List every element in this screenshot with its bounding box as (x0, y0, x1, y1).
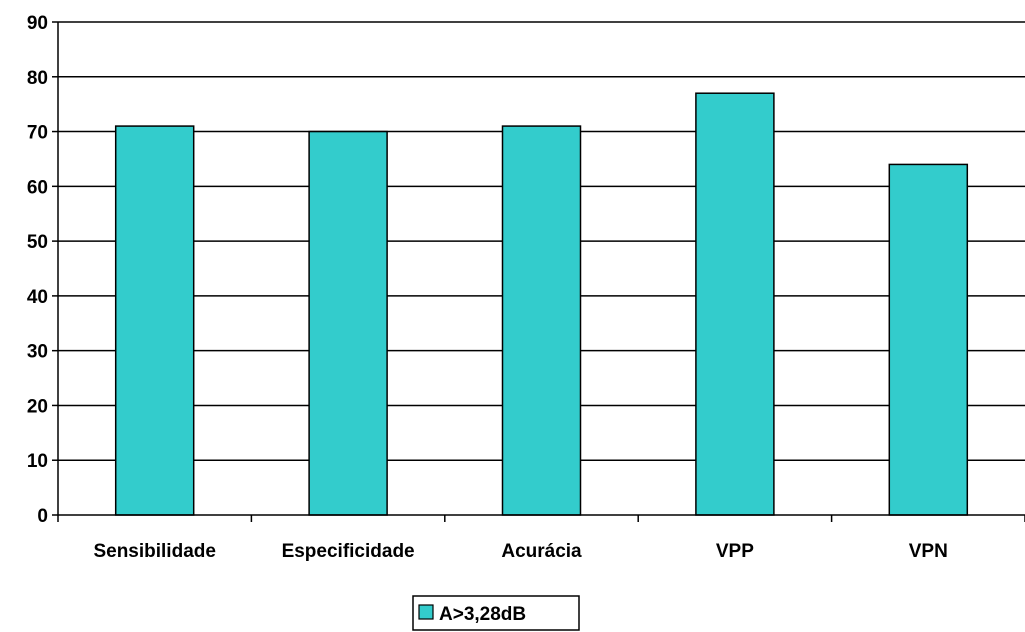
y-tick-labels: 0 10 20 30 40 50 60 70 80 90 (27, 13, 48, 527)
x-tick-label: Sensibilidade (93, 541, 215, 562)
axis-layer (52, 21, 1025, 522)
x-tick-label: Acurácia (501, 541, 582, 562)
bar (501, 125, 582, 516)
legend-label: A>3,28dB (439, 604, 526, 625)
bar (308, 130, 388, 516)
bar (888, 163, 969, 516)
y-tick-label: 80 (27, 68, 48, 89)
y-tick-label: 30 (27, 342, 48, 363)
bars-layer (114, 92, 969, 516)
x-tick-label: Especificidade (282, 541, 415, 562)
bar (114, 125, 195, 516)
y-tick-label: 90 (27, 13, 48, 34)
bar (695, 92, 775, 516)
y-tick-label: 60 (27, 177, 48, 198)
y-tick-label: 0 (37, 506, 48, 527)
legend: A>3,28dB (412, 595, 580, 631)
legend-swatch (418, 604, 434, 620)
x-tick-label: VPP (716, 541, 754, 562)
y-tick-label: 40 (27, 287, 48, 308)
x-tick-labels: Sensibilidade Especificidade Acurácia VPP VP… (93, 541, 947, 562)
y-tick-label: 50 (27, 232, 48, 253)
y-tick-label: 20 (27, 396, 48, 417)
x-tick-label: VPN (909, 541, 948, 562)
legend-box (412, 595, 580, 631)
y-tick-label: 10 (27, 451, 48, 472)
y-tick-label: 70 (27, 123, 48, 144)
